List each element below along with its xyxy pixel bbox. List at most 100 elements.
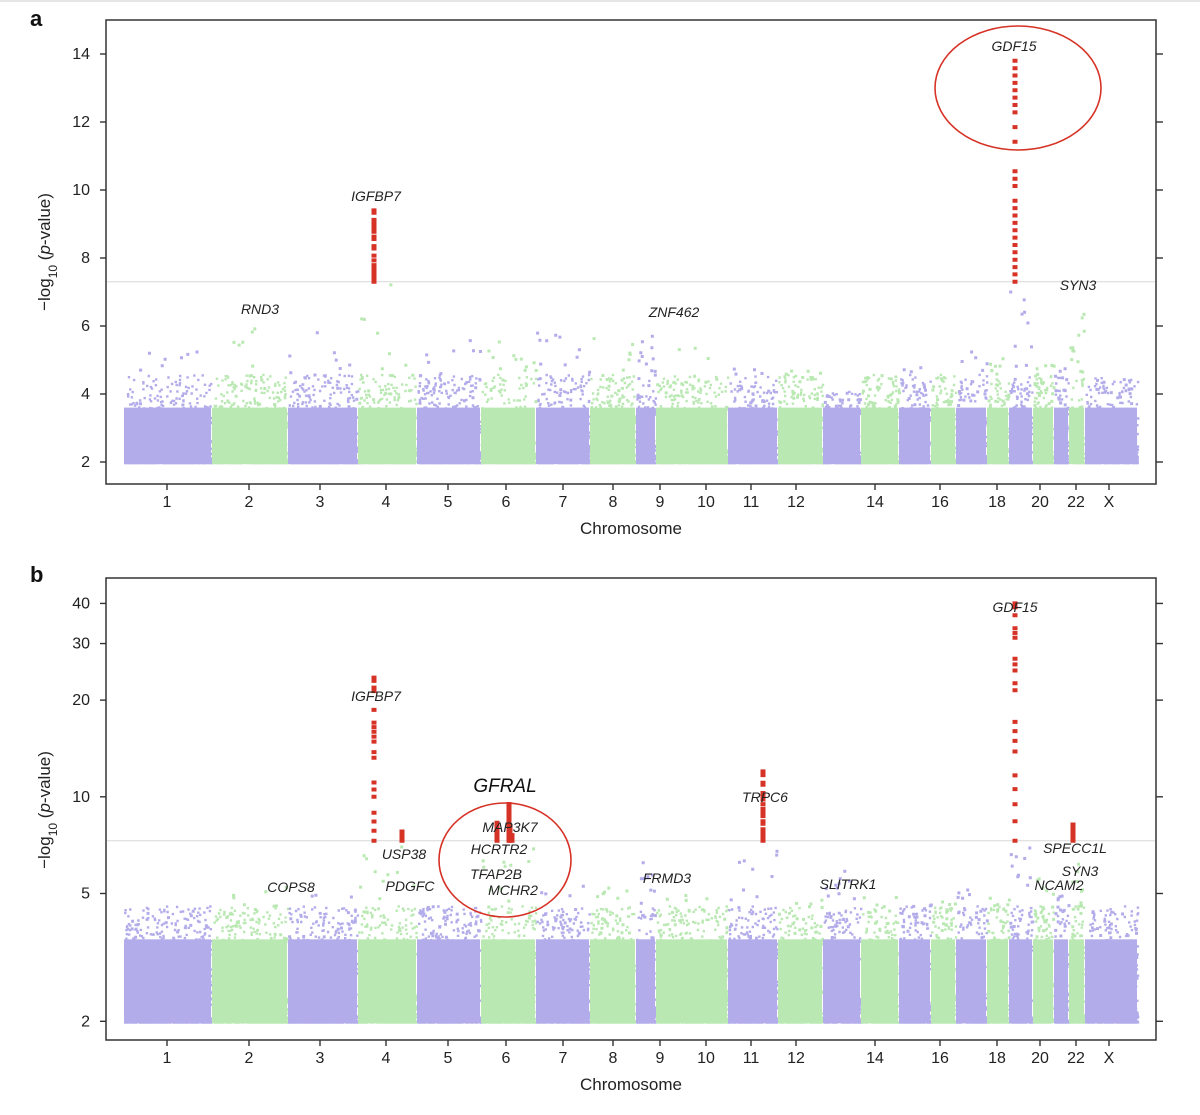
- svg-text:10: 10: [697, 1050, 715, 1067]
- chromosome-7-scatter: [536, 907, 592, 1024]
- chromosome-5-points: [417, 339, 483, 465]
- chromosome-9-points: [636, 334, 658, 465]
- gene-label-ncam2: NCAM2: [1034, 877, 1083, 893]
- chromosome-18-points: [987, 357, 1011, 465]
- gene-label-gdf15: GDF15: [992, 599, 1037, 615]
- panel-a-y-axis: 2 4 6 8 10 12 14: [72, 46, 1163, 471]
- chromosome-11-high-points: [729, 849, 779, 946]
- chromosome-3-scatter: [288, 373, 360, 465]
- chromosome-9-high-points: [639, 861, 657, 945]
- x-tick-chromosome-10: 10: [697, 1040, 715, 1067]
- chromosome-2-high-points: [221, 886, 288, 942]
- chromosome-20-points: [1033, 364, 1056, 465]
- chromosome-2-points: [212, 886, 290, 1024]
- chromosome-13-scatter: [823, 907, 863, 1024]
- chromosome-X-scatter: [1085, 905, 1140, 1024]
- svg-text:X: X: [1104, 494, 1115, 511]
- chromosome-9-scatter: [636, 907, 658, 1024]
- panel-a-gene-labels: RND3 IGFBP7 ZNF462 GDF15 SYN3: [241, 38, 1097, 320]
- chromosome-X-high-points: [1085, 910, 1138, 946]
- svg-text:9: 9: [656, 494, 665, 511]
- x-tick-chromosome-2: 2: [245, 484, 254, 511]
- svg-text:11: 11: [743, 494, 760, 511]
- svg-text:22: 22: [1067, 494, 1085, 511]
- chromosome-8-scatter: [590, 906, 638, 1024]
- chromosome-3-high-points: [288, 893, 357, 939]
- chromosome-8-points: [590, 337, 638, 465]
- panel-a-x-axis-title: Chromosome: [580, 519, 682, 538]
- chromosome-5-points: [417, 905, 483, 1024]
- chromosome-14-scatter: [861, 906, 901, 1024]
- chromosome-14-points: [861, 896, 901, 1024]
- chromosome-22-scatter: [1069, 905, 1087, 1024]
- chromosome-1-scatter: [124, 374, 214, 465]
- x-tick-chromosome-11: 11: [743, 484, 760, 511]
- y-tick-2: 2: [81, 454, 1163, 471]
- gene-label-map3k7: MAP3K7: [482, 819, 538, 835]
- y-tick-2: 2: [81, 1013, 1163, 1030]
- x-tick-chromosome-1: 1: [163, 484, 172, 511]
- x-tick-chromosome-9: 9: [656, 1040, 665, 1067]
- y-tick-40: 40: [72, 595, 1163, 612]
- chromosome-X-scatter: [1085, 377, 1140, 465]
- svg-text:8: 8: [81, 250, 90, 267]
- svg-text:5: 5: [81, 885, 90, 902]
- chromosome-3-points: [288, 893, 360, 1024]
- svg-text:6: 6: [502, 1050, 511, 1067]
- chromosome-21-points: [1054, 894, 1071, 1024]
- svg-text:10: 10: [697, 494, 715, 511]
- chromosome-4-density-block: [358, 407, 416, 464]
- gene-label-slitrk1: SLITRK1: [820, 876, 877, 892]
- y-tick-30: 30: [72, 636, 1163, 653]
- chromosome-11-scatter: [728, 375, 780, 465]
- y-tick-14: 14: [72, 46, 1163, 63]
- chromosome-18-scatter: [987, 378, 1011, 465]
- chromosome-19-points: [1009, 290, 1035, 465]
- locus-igfbp7-significant-points: [371, 675, 377, 843]
- x-tick-chromosome-7: 7: [559, 484, 568, 511]
- chromosome-X-points: [1085, 905, 1140, 1024]
- locus-trpc6-significant-points: [760, 769, 766, 843]
- svg-text:7: 7: [559, 494, 568, 511]
- locus-gdf15-significant-points: [1012, 601, 1018, 843]
- svg-text:2: 2: [81, 1013, 90, 1030]
- svg-text:6: 6: [502, 494, 511, 511]
- svg-text:2: 2: [81, 454, 90, 471]
- chromosome-14-points: [861, 373, 901, 465]
- x-tick-chromosome-8: 8: [609, 484, 618, 511]
- gene-label-mchr2: MCHR2: [488, 882, 538, 898]
- svg-text:2: 2: [245, 1050, 254, 1067]
- svg-text:14: 14: [866, 494, 884, 511]
- chromosome-3-scatter: [288, 905, 360, 1024]
- panel-b-x-axis-title: Chromosome: [580, 1075, 682, 1094]
- x-tick-chromosome-16: 16: [931, 484, 949, 511]
- x-tick-chromosome-22: 22: [1067, 1040, 1085, 1067]
- x-tick-chromosome-20: 20: [1031, 484, 1049, 511]
- y-tick-12: 12: [72, 114, 1163, 131]
- svg-text:3: 3: [316, 1050, 325, 1067]
- chromosome-15-points: [899, 903, 933, 1024]
- chromosome-4-points: [358, 283, 419, 465]
- gene-label-usp38: USP38: [382, 846, 427, 862]
- gene-label-rnd3: RND3: [241, 301, 279, 317]
- chromosome-11-points: [728, 367, 780, 465]
- chromosome-5-scatter: [417, 905, 483, 1024]
- chromosome-15-scatter: [899, 905, 933, 1024]
- svg-text:5: 5: [444, 494, 453, 511]
- chromosome-2-scatter: [212, 906, 290, 1024]
- chromosome-14-scatter: [861, 373, 901, 465]
- gene-label-gdf15: GDF15: [991, 38, 1036, 54]
- x-tick-chromosome-6: 6: [502, 1040, 511, 1067]
- chromosome-12-scatter: [778, 906, 825, 1024]
- svg-text:16: 16: [931, 494, 949, 511]
- chromosome-21-scatter: [1054, 914, 1071, 1024]
- chromosome-13-scatter: [823, 390, 863, 465]
- svg-text:12: 12: [787, 1050, 805, 1067]
- chromosome-19-scatter: [1009, 376, 1035, 465]
- gene-label-trpc6: TRPC6: [742, 789, 788, 805]
- x-tick-chromosome-7: 7: [559, 1040, 568, 1067]
- panel-b-gene-labels: COPS8 IGFBP7 USP38 PDGFC MAP3K7 HCRTR2 TFAP2BM…: [267, 599, 1107, 898]
- x-tick-chromosome-6: 6: [502, 484, 511, 511]
- chromosome-17-scatter: [956, 373, 989, 465]
- svg-text:12: 12: [787, 494, 805, 511]
